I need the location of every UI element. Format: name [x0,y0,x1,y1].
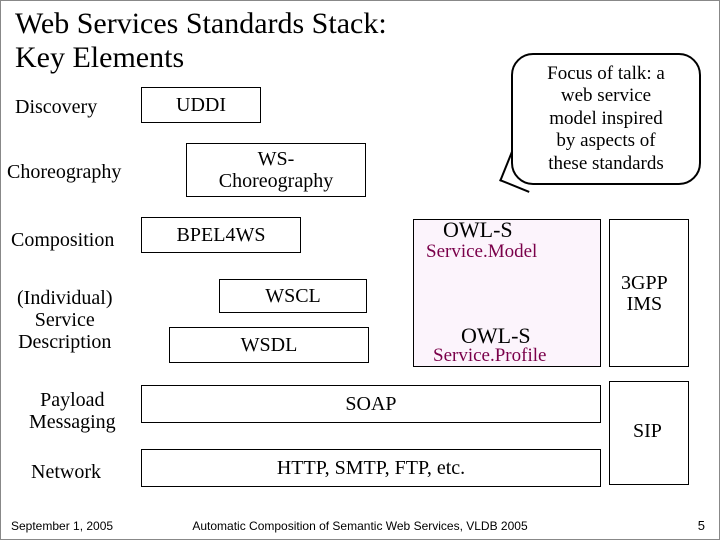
label-network: Network [31,461,101,483]
footer-center: Automatic Composition of Semantic Web Se… [1,519,719,533]
box-soap: SOAP [141,385,601,423]
label-choreography: Choreography [7,161,121,183]
box-3gpp-ims: 3GPP IMS [621,273,668,315]
owls-service-profile-sub: Service.Profile [433,346,546,366]
box-wscl: WSCL [219,279,367,313]
box-network: HTTP, SMTP, FTP, etc. [141,449,601,487]
slide: Web Services Standards Stack: Key Elemen… [0,0,720,540]
owls-service-model-head: OWL-S [443,217,513,243]
label-payload-messaging: Payload Messaging [29,389,116,433]
label-service-description: (Individual) Service Description [17,287,113,353]
box-wsdl: WSDL [169,327,369,363]
focus-callout: Focus of talk: a web service model inspi… [511,53,701,185]
box-sip: SIP [633,421,662,442]
label-composition: Composition [11,229,114,251]
slide-title: Web Services Standards Stack: Key Elemen… [15,7,387,74]
box-bpel4ws: BPEL4WS [141,217,301,253]
label-discovery: Discovery [15,96,97,118]
footer-page: 5 [698,518,705,533]
box-uddi: UDDI [141,87,261,123]
box-ws-choreography: WS- Choreography [186,143,366,197]
owls-service-model-sub: Service.Model [426,242,537,262]
